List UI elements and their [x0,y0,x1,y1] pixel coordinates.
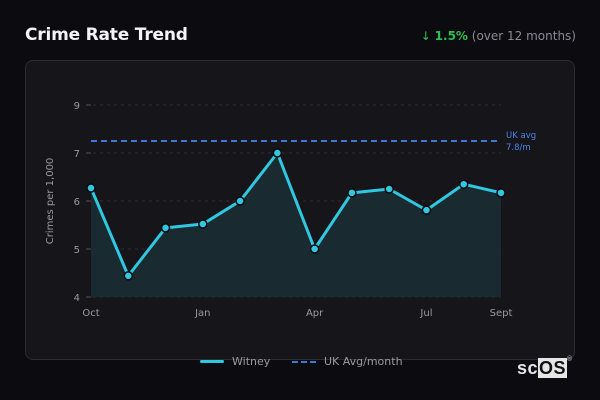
witney-area [91,153,501,297]
data-point[interactable] [198,219,208,229]
legend-label: UK Avg/month [324,355,403,368]
data-point[interactable] [384,184,394,194]
solid-line-swatch-icon [200,360,224,363]
x-tick-label: Sept [490,308,513,319]
data-point[interactable] [123,271,134,281]
witney-line [89,151,502,278]
delta-value: 1.5% [434,29,468,43]
delta-caption: (over 12 months) [471,29,576,43]
legend-label: Witney [232,355,271,368]
x-axis-ticks: Oct Jan Apr Jul Sept [82,308,512,319]
y-tick-label: 7 [74,149,80,160]
x-tick-label: Apr [306,308,324,319]
uk-avg-annotation-value: 7.8/m [506,143,531,153]
data-point[interactable] [421,205,432,215]
page-title: Crime Rate Trend [25,25,188,45]
dashed-line-swatch-icon [292,360,316,363]
data-point[interactable] [235,196,245,206]
x-tick-label: Oct [82,308,99,319]
uk-avg-annotation: UK avg [506,131,536,141]
down-arrow-icon: ↓ [420,29,431,43]
y-tick-label: 4 [74,293,80,304]
data-point[interactable] [272,148,283,158]
x-tick-label: Jul [419,308,432,319]
y-axis-label: Crimes per 1,000 [45,158,56,245]
y-tick-label: 5 [74,245,80,256]
data-point[interactable] [160,223,171,233]
legend-item-uk-avg[interactable]: UK Avg/month [292,355,403,368]
y-tick-label: 6 [74,197,80,208]
data-points [86,148,506,281]
data-point[interactable] [458,179,469,189]
brand-logo: scOS® [517,356,573,378]
x-tick-label: Jan [194,308,210,319]
y-tick-label: 9 [74,101,80,112]
data-point[interactable] [86,183,96,193]
legend-item-witney[interactable]: Witney [200,355,270,368]
data-point[interactable] [309,244,320,254]
data-point[interactable] [496,188,506,198]
trend-delta: ↓ 1.5% (over 12 months) [421,29,576,43]
y-axis-ticks: 9 7 6 5 4 [74,101,91,304]
data-point[interactable] [347,188,357,198]
